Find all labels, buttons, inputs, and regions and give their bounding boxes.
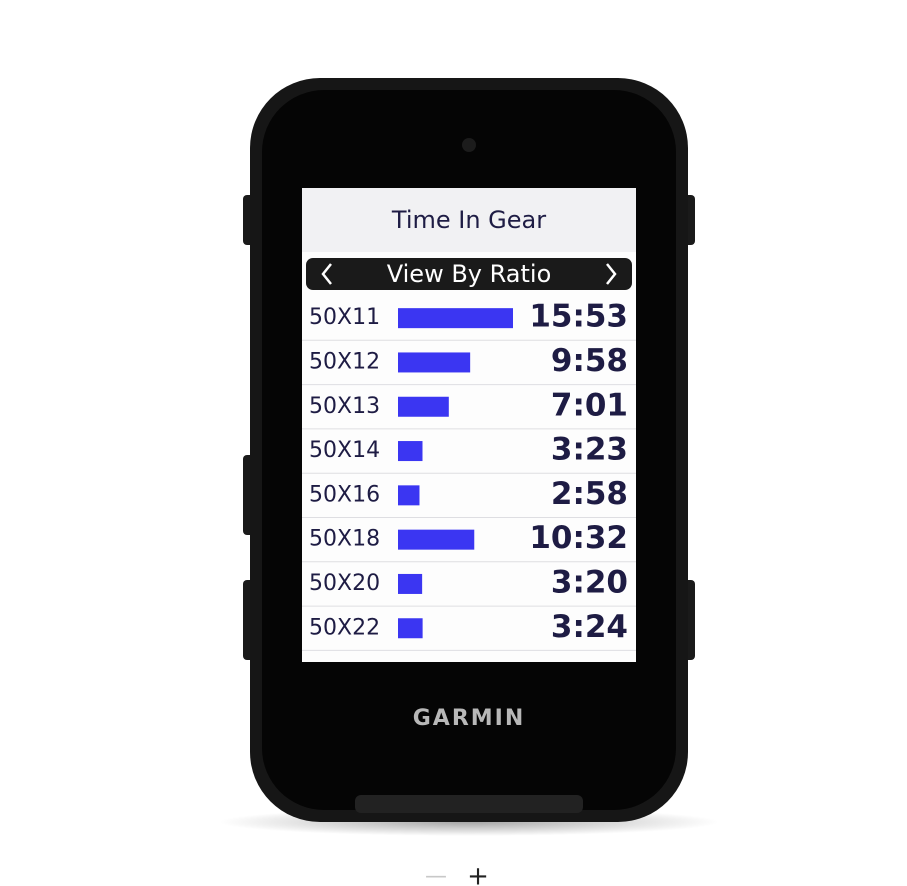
view-selector[interactable] <box>306 258 632 290</box>
time-label: 7:01 <box>551 387 628 423</box>
time-label: 10:32 <box>529 520 628 556</box>
bar <box>398 352 471 373</box>
bar <box>398 618 423 639</box>
time-label: 3:20 <box>551 564 628 600</box>
next-arrow[interactable] <box>606 263 617 285</box>
gear-label: 50X12 <box>309 349 380 374</box>
gear-label: 50X11 <box>309 305 380 330</box>
device-mount <box>355 795 583 813</box>
prev-arrow[interactable] <box>321 263 332 285</box>
header-band <box>302 188 636 252</box>
bar <box>398 441 423 462</box>
view-selector-label: View By Ratio <box>387 260 552 288</box>
gear-label: 50X16 <box>309 482 380 507</box>
gear-label: 50X18 <box>309 527 380 552</box>
zoom-in[interactable]: + <box>467 862 489 886</box>
screen: Time In Gear View By Ratio 50X11 15:53 50X… <box>302 188 636 662</box>
time-label: 2:58 <box>551 476 628 512</box>
zoom-out[interactable]: — <box>425 864 447 886</box>
gear-label: 50X14 <box>309 438 380 463</box>
time-label: 15:53 <box>529 299 628 335</box>
bar <box>398 529 475 550</box>
chart-title: Time In Gear <box>391 206 546 234</box>
bar <box>398 396 449 417</box>
time-label: 3:24 <box>551 609 628 645</box>
time-label: 3:23 <box>551 432 628 468</box>
bar <box>398 308 513 329</box>
gear-label: 50X22 <box>309 615 380 640</box>
gear-label: 50X20 <box>309 571 380 596</box>
light-sensor <box>462 138 476 152</box>
time-label: 9:58 <box>551 343 628 379</box>
bar <box>398 485 420 506</box>
brand-logo: GARMIN <box>413 706 526 731</box>
bar <box>398 573 423 594</box>
gear-label: 50X13 <box>309 394 380 419</box>
